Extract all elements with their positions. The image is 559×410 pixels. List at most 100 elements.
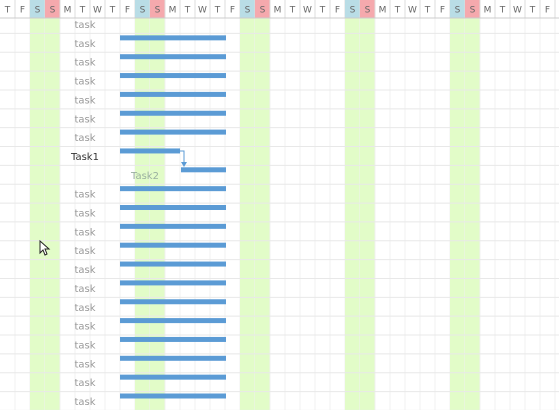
task-bar <box>181 167 226 173</box>
day-label: M <box>169 6 177 16</box>
task-bar <box>120 91 226 97</box>
task-bar <box>120 242 226 248</box>
task-bar <box>120 299 226 305</box>
weekend-column <box>240 18 255 410</box>
task-label: task <box>74 58 95 69</box>
task-bar <box>120 223 226 229</box>
day-label: W <box>408 6 417 16</box>
task-bar <box>120 54 226 60</box>
day-label: S <box>365 6 371 16</box>
day-label: F <box>545 6 550 16</box>
weekend-column <box>30 18 45 410</box>
weekend-column <box>465 18 480 410</box>
day-label: F <box>230 6 235 16</box>
task-label: task <box>74 265 95 276</box>
day-label: W <box>303 6 312 16</box>
day-label: S <box>260 6 266 16</box>
task-bar <box>120 336 226 342</box>
day-label: S <box>455 6 461 16</box>
header-weekend <box>150 0 165 18</box>
task-label: task <box>74 114 95 125</box>
task-label: task <box>74 133 95 144</box>
task-label: Task2 <box>130 171 159 182</box>
task-label: task <box>74 359 95 370</box>
weekend-column <box>135 18 150 410</box>
task-label: task <box>74 397 95 408</box>
day-label: S <box>350 6 356 16</box>
day-label: M <box>484 6 492 16</box>
task-bar <box>120 355 226 361</box>
task-bar <box>120 148 180 154</box>
header-weekend <box>30 0 45 18</box>
weekend-column <box>45 18 60 410</box>
day-label: T <box>319 6 326 16</box>
day-label: W <box>93 6 102 16</box>
task-bar <box>120 73 226 79</box>
day-label: S <box>245 6 251 16</box>
task-label: task <box>74 190 95 201</box>
weekend-column <box>255 18 270 410</box>
day-label: T <box>109 6 116 16</box>
task-bar <box>120 374 226 380</box>
day-label: S <box>470 6 476 16</box>
weekend-column <box>150 18 165 410</box>
task-label: Task1 <box>70 152 99 163</box>
task-bar <box>120 393 226 399</box>
day-label: T <box>289 6 296 16</box>
day-label: M <box>64 6 72 16</box>
task-label: task <box>74 20 95 31</box>
task-bar <box>120 110 226 116</box>
day-label: M <box>274 6 282 16</box>
day-label: M <box>379 6 387 16</box>
header-weekend <box>450 0 465 18</box>
day-label: F <box>440 6 445 16</box>
weekend-column <box>360 18 375 410</box>
task-label: task <box>74 322 95 333</box>
task-label: task <box>74 340 95 351</box>
day-label: T <box>424 6 431 16</box>
task-bar <box>120 261 226 267</box>
task-label: task <box>74 209 95 220</box>
day-label: S <box>35 6 41 16</box>
header-weekend <box>135 0 150 18</box>
header-weekend <box>240 0 255 18</box>
day-label: T <box>499 6 506 16</box>
header-weekend <box>360 0 375 18</box>
task-label: task <box>74 303 95 314</box>
task-bar <box>120 35 226 41</box>
day-label: T <box>184 6 191 16</box>
day-label: S <box>50 6 56 16</box>
task-bar <box>120 205 226 210</box>
task-label: task <box>74 95 95 106</box>
task-bar <box>120 129 226 135</box>
mouse-cursor <box>39 239 51 256</box>
header-weekend <box>345 0 360 18</box>
header-weekend <box>255 0 270 18</box>
day-label: T <box>214 6 221 16</box>
day-label: T <box>79 6 86 16</box>
task-label: task <box>74 227 95 238</box>
header-weekend <box>465 0 480 18</box>
day-label: F <box>20 6 25 16</box>
task-bar <box>120 318 226 324</box>
weekend-column <box>345 18 360 410</box>
weekend-column <box>450 18 465 410</box>
day-label: T <box>394 6 401 16</box>
day-label: W <box>513 6 522 16</box>
day-label: F <box>125 6 130 16</box>
day-label: T <box>529 6 536 16</box>
task-label: task <box>74 284 95 295</box>
day-label: T <box>4 6 11 16</box>
task-label: task <box>74 77 95 88</box>
header-weekend <box>45 0 60 18</box>
day-label: S <box>155 6 161 16</box>
dependency-link <box>180 150 185 163</box>
day-label: F <box>335 6 340 16</box>
task-label: task <box>74 378 95 389</box>
day-label: S <box>140 6 146 16</box>
dependency-arrow <box>181 161 187 167</box>
day-label: W <box>198 6 207 16</box>
task-bar <box>120 186 226 192</box>
task-bar <box>120 280 226 286</box>
